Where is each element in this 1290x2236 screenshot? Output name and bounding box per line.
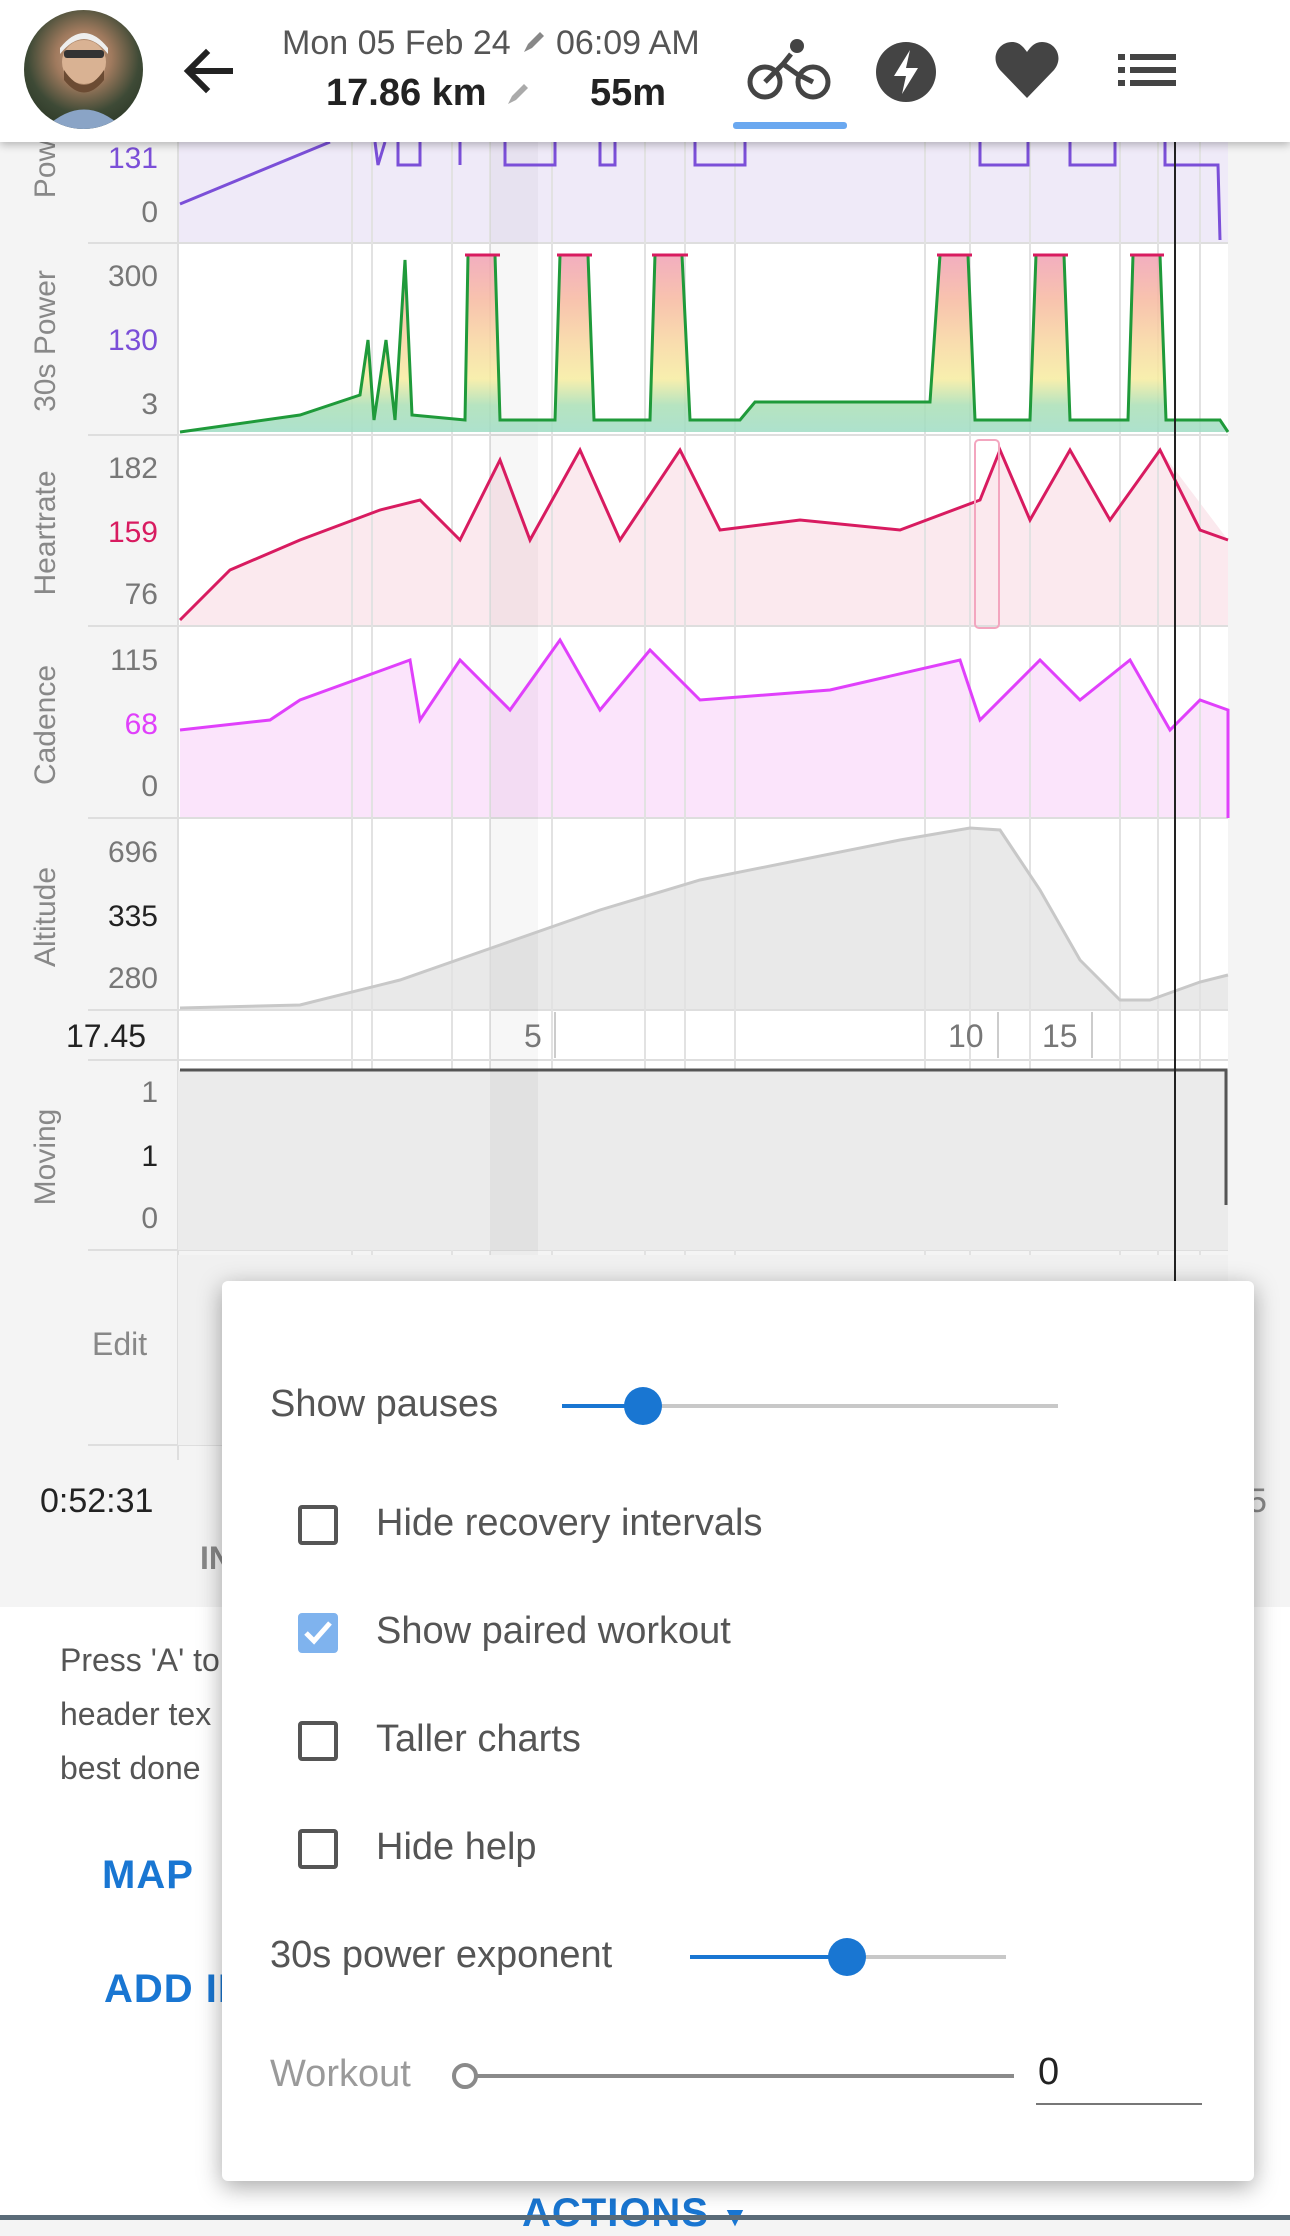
activity-duration: 55m [590,72,667,114]
show-paired-checkbox[interactable] [298,1613,338,1653]
show-pauses-label: Show pauses [270,1383,499,1425]
user-avatar[interactable] [24,10,143,129]
distance-tick-5: 5 [524,1018,542,1054]
actions-label: ACTIONS [522,2191,709,2235]
moving-mid-value: 1 [141,1140,158,1173]
distance-axis-left-value: 17.45 [66,1018,147,1054]
moving-min-value: 0 [141,1202,158,1235]
taller-charts-checkbox-row[interactable]: Taller charts [278,1716,878,1776]
back-button[interactable] [176,38,242,104]
power-exponent-label: 30s power exponent [270,1934,613,1976]
elapsed-time: 0:52:31 [40,1482,154,1520]
heartrate-chart-label: Heartrate [29,470,62,596]
moving-chart-label: Moving [29,1108,62,1206]
hide-help-checkbox[interactable] [298,1829,338,1869]
cadence-chart-label: Cadence [29,664,62,786]
altitude-mid-value: 335 [107,900,158,933]
distance-tick-10: 10 [948,1018,984,1054]
bolt-icon [876,42,936,102]
heart-icon [995,42,1059,98]
hide-help-label: Hide help [376,1826,537,1868]
arrow-left-icon [183,48,233,94]
slider-thumb[interactable] [452,2063,478,2089]
slider-thumb[interactable] [828,1938,866,1976]
active-tab-indicator [733,122,847,129]
hide-recovery-checkbox[interactable] [298,1505,338,1545]
workout-value-input[interactable]: 0 [1036,2045,1202,2105]
help-line: header tex [60,1696,212,1732]
activity-date[interactable]: Mon 05 Feb 24 [282,24,511,62]
altitude-min-value: 280 [107,962,158,995]
power30-min-value: 3 [141,388,158,421]
slider-track [562,1404,1058,1408]
heartrate-min-value: 76 [124,578,158,611]
heartrate-max-value: 182 [107,452,158,485]
altitude-chart-label: Altitude [29,866,62,968]
edit-row-label[interactable]: Edit [92,1326,148,1362]
chart-options-dialog: Show pauses Hide recovery intervals Show… [222,1281,1254,2181]
activity-time[interactable]: 06:09 AM [556,24,700,62]
show-paired-label: Show paired workout [376,1610,731,1652]
activity-distance[interactable]: 17.86 km [326,72,487,114]
chart-area[interactable]: 131 0 Pow 300 130 3 30s Power 182 159 76… [0,140,1290,1607]
moving-max-value: 1 [141,1076,158,1109]
bike-icon [747,39,831,100]
tab-bike[interactable] [745,36,835,106]
pencil-icon [504,80,532,113]
distance-tick-15: 15 [1042,1018,1078,1054]
show-pauses-slider[interactable] [562,1381,1058,1431]
taller-charts-checkbox[interactable] [298,1721,338,1761]
altitude-max-value: 696 [107,836,158,869]
tab-list[interactable] [1118,52,1176,88]
bottom-bar [0,2215,1290,2220]
heartrate-mid-value: 159 [107,516,158,549]
power30-mid-value: 130 [107,324,158,357]
power-exponent-slider[interactable] [690,1932,1006,1982]
app-header: Mon 05 Feb 24 06:09 AM 17.86 km 55m [0,0,1290,142]
slider-fill [690,1955,848,1959]
workout-value: 0 [1038,2051,1060,2093]
cadence-min-value: 0 [141,770,158,803]
cadence-max-value: 115 [110,644,158,677]
cadence-mid-value: 68 [124,708,158,741]
power30-chart-label: 30s Power [29,270,62,412]
hide-recovery-label: Hide recovery intervals [376,1502,763,1544]
help-line: best done [60,1750,201,1786]
power30-max-value: 300 [107,260,158,293]
check-icon [304,1621,332,1645]
list-icon [1118,54,1176,86]
tab-power[interactable] [874,40,938,104]
tab-heart[interactable] [994,40,1060,100]
power-max-value: 131 [107,142,158,175]
slider-track [464,2074,1014,2078]
hide-recovery-checkbox-row[interactable]: Hide recovery intervals [278,1500,878,1560]
show-paired-checkbox-row[interactable]: Show paired workout [278,1608,878,1668]
map-button[interactable]: MAP [102,1853,194,1897]
slider-fill [562,1404,642,1408]
hide-help-checkbox-row[interactable]: Hide help [278,1824,878,1884]
help-line: Press 'A' to [60,1642,220,1678]
actions-button[interactable]: ACTIONS ▼ [522,2191,750,2236]
pencil-icon [520,28,548,61]
taller-charts-label: Taller charts [376,1718,581,1760]
power-min-value: 0 [141,196,158,229]
workout-label: Workout [270,2053,411,2095]
workout-slider[interactable] [452,2051,1242,2101]
help-text: Press 'A' to header tex best done [60,1633,220,1795]
slider-thumb[interactable] [624,1387,662,1425]
